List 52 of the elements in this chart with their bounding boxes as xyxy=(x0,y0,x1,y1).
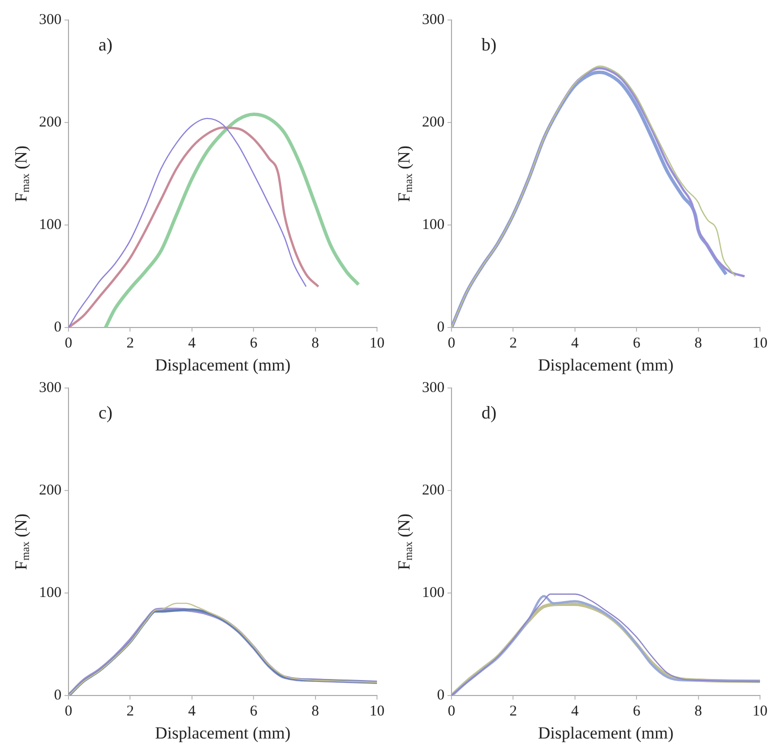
y-tick-label: 300 xyxy=(39,380,62,396)
y-tick-label: 200 xyxy=(422,114,444,130)
x-tick-label: 2 xyxy=(126,704,134,720)
x-tick-label: 4 xyxy=(571,336,580,352)
x-tick-label: 8 xyxy=(694,704,702,720)
y-axis-title: Fmax (N) xyxy=(394,514,416,570)
y-tick-label: 200 xyxy=(39,482,62,498)
y-tick-label: 0 xyxy=(54,688,62,704)
x-tick-label: 6 xyxy=(250,704,258,720)
y-tick-label: 0 xyxy=(437,320,444,336)
y-tick-label: 200 xyxy=(422,482,444,498)
x-tick-label: 8 xyxy=(312,336,320,352)
x-tick-label: 0 xyxy=(448,704,456,720)
x-axis-title: Displacement (mm) xyxy=(155,723,290,742)
x-tick-label: 2 xyxy=(126,336,134,352)
y-tick-label: 200 xyxy=(39,114,62,130)
annotation: b) xyxy=(482,34,496,55)
y-axis-title: Fmax (N) xyxy=(394,146,416,202)
y-tick-label: 0 xyxy=(437,688,444,704)
x-tick-label: 2 xyxy=(509,704,517,720)
y-tick-label: 300 xyxy=(422,380,444,396)
x-axis-title: Displacement (mm) xyxy=(538,355,674,374)
x-tick-label: 0 xyxy=(448,336,456,352)
x-tick-label: 4 xyxy=(188,704,196,720)
x-tick-label: 0 xyxy=(64,336,72,352)
y-tick-label: 100 xyxy=(422,217,444,234)
x-tick-label: 6 xyxy=(632,704,641,720)
y-tick-label: 300 xyxy=(422,12,444,28)
x-tick-label: 8 xyxy=(694,336,702,352)
x-tick-label: 0 xyxy=(64,704,72,720)
y-tick-label: 300 xyxy=(39,12,62,28)
x-tick-label: 6 xyxy=(632,336,641,352)
x-tick-label: 2 xyxy=(509,336,517,352)
x-tick-label: 8 xyxy=(312,704,320,720)
y-axis-title: Fmax (N) xyxy=(11,514,32,570)
annotation: a) xyxy=(98,34,112,55)
x-tick-label: 10 xyxy=(752,336,768,352)
x-tick-label: 10 xyxy=(752,704,768,720)
x-axis-title: Displacement (mm) xyxy=(155,355,290,374)
x-tick-label: 6 xyxy=(250,336,258,352)
y-tick-label: 100 xyxy=(39,217,62,234)
y-tick-label: 100 xyxy=(39,585,62,602)
x-tick-label: 4 xyxy=(571,704,580,720)
x-tick-label: 10 xyxy=(370,704,384,720)
x-tick-label: 4 xyxy=(188,336,196,352)
y-axis-title: Fmax (N) xyxy=(11,146,32,202)
x-tick-label: 10 xyxy=(370,336,384,352)
x-axis-title: Displacement (mm) xyxy=(538,723,674,742)
annotation: c) xyxy=(98,402,112,423)
annotation: d) xyxy=(482,402,496,423)
y-tick-label: 100 xyxy=(422,585,444,602)
y-tick-label: 0 xyxy=(54,320,62,336)
